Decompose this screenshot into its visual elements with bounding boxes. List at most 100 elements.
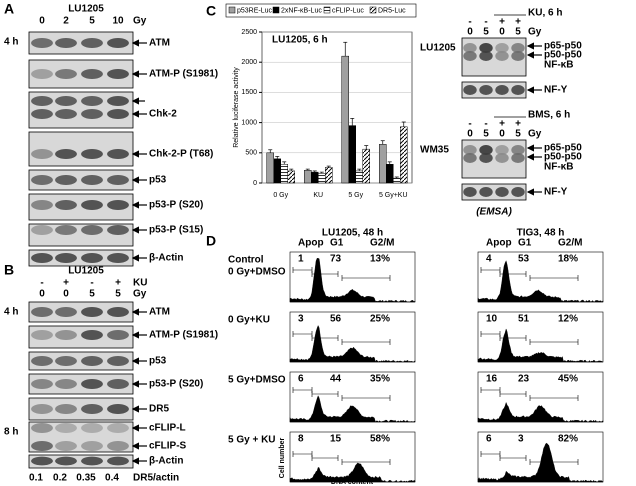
treatment: - [90, 278, 93, 289]
unit: Gy [528, 27, 542, 38]
band-label: Chk-2-P (T68) [149, 149, 213, 160]
gate [499, 271, 527, 277]
condition: 5 Gy + KU [228, 435, 276, 446]
gate-value: 82% [558, 434, 578, 445]
blot-band [463, 187, 477, 197]
treatment: - [468, 119, 471, 130]
blot-band [55, 69, 77, 79]
bar [355, 170, 363, 184]
blot-band [31, 96, 53, 106]
blot-band [55, 109, 77, 119]
blot-band [55, 330, 77, 340]
gate-value: 58% [370, 434, 390, 445]
blot-band [107, 200, 129, 210]
treatment-label: KU, 6 h [528, 8, 562, 19]
bar [266, 152, 274, 184]
blot-band [55, 356, 77, 366]
blot-band [81, 330, 103, 340]
dose: 5 [483, 129, 489, 140]
band-label: p50-p50 [544, 152, 582, 163]
y-axis-label: Cell number [279, 437, 286, 478]
blot-band [31, 175, 53, 185]
histogram [289, 462, 416, 483]
dose: 5 [515, 27, 521, 38]
blot-band [81, 38, 103, 48]
histogram [289, 395, 416, 423]
blot-band [511, 145, 525, 155]
band-label: ATM [149, 307, 170, 318]
gate-value: 16 [486, 374, 498, 385]
ratio: 0.2 [53, 473, 67, 484]
blot-band [107, 330, 129, 340]
gate [529, 459, 579, 465]
band-label: NF-κB [544, 162, 573, 173]
legend-label: 2xNF-κB-Luc [281, 7, 322, 14]
blot-band [55, 441, 77, 451]
gate-value: 53 [518, 254, 530, 265]
legend-swatch [369, 6, 377, 14]
gate [311, 271, 339, 277]
chart-title: LU1205, 6 h [272, 35, 328, 46]
blot-band [463, 43, 477, 53]
gate-value: 35% [370, 374, 390, 385]
treatment: + [515, 17, 521, 28]
blot-band [511, 43, 525, 53]
gate-value: 6 [298, 374, 304, 385]
blot-band [55, 175, 77, 185]
time: 4 h [4, 307, 18, 318]
blot-band [463, 145, 477, 155]
y-tick-label: 2000 [241, 59, 257, 66]
panel-label: B [4, 262, 14, 278]
blot-band [55, 225, 77, 235]
column-title: TIG3, 48 h [517, 228, 565, 239]
gate-value: 13% [370, 254, 390, 265]
band-label: p53-P (S20) [149, 200, 203, 211]
dose: 10 [112, 16, 124, 27]
band-label: p50-p50 [544, 50, 582, 61]
treatment: - [484, 17, 487, 28]
bar [304, 170, 312, 184]
band-label: β-Actin [149, 253, 183, 264]
unit: Gy [528, 129, 542, 140]
header: Apop [486, 238, 512, 249]
panel-label: C [206, 3, 216, 19]
blot-band [107, 109, 129, 119]
blot-panel [461, 81, 527, 99]
dose: 0 [63, 289, 69, 300]
dose: 0 [499, 27, 505, 38]
band-label: Chk-2 [149, 109, 177, 120]
gate-value: 3 [298, 314, 304, 325]
bar [287, 170, 295, 184]
header: G2/M [370, 238, 394, 249]
blot-band [81, 456, 103, 466]
blot-band [31, 225, 53, 235]
histogram [289, 258, 416, 303]
treatment: + [63, 278, 69, 289]
blot-band [31, 423, 53, 433]
unit: Gy [133, 16, 147, 27]
bar [393, 177, 401, 184]
band-label: NF-Y [544, 187, 568, 198]
legend-swatch [272, 6, 280, 14]
blot-band [495, 145, 509, 155]
blot-band [55, 307, 77, 317]
blot-panel [28, 223, 134, 247]
gate-value: 56 [330, 314, 342, 325]
panel-label: A [4, 1, 14, 17]
blot-band [31, 356, 53, 366]
blot-band [81, 175, 103, 185]
blot-band [55, 38, 77, 48]
dose: 0 [39, 289, 45, 300]
gate [341, 339, 391, 345]
band-label: p65-p50 [544, 143, 582, 154]
band-label: p53 [149, 175, 167, 186]
blot-band [81, 423, 103, 433]
treatment-label: KU [133, 278, 147, 289]
gate-value: 45% [558, 374, 578, 385]
gate-value: 8 [298, 434, 304, 445]
blot-band [55, 149, 77, 159]
blot-band [31, 307, 53, 317]
blot-band [107, 441, 129, 451]
blot-band [479, 145, 493, 155]
blot-band [107, 38, 129, 48]
